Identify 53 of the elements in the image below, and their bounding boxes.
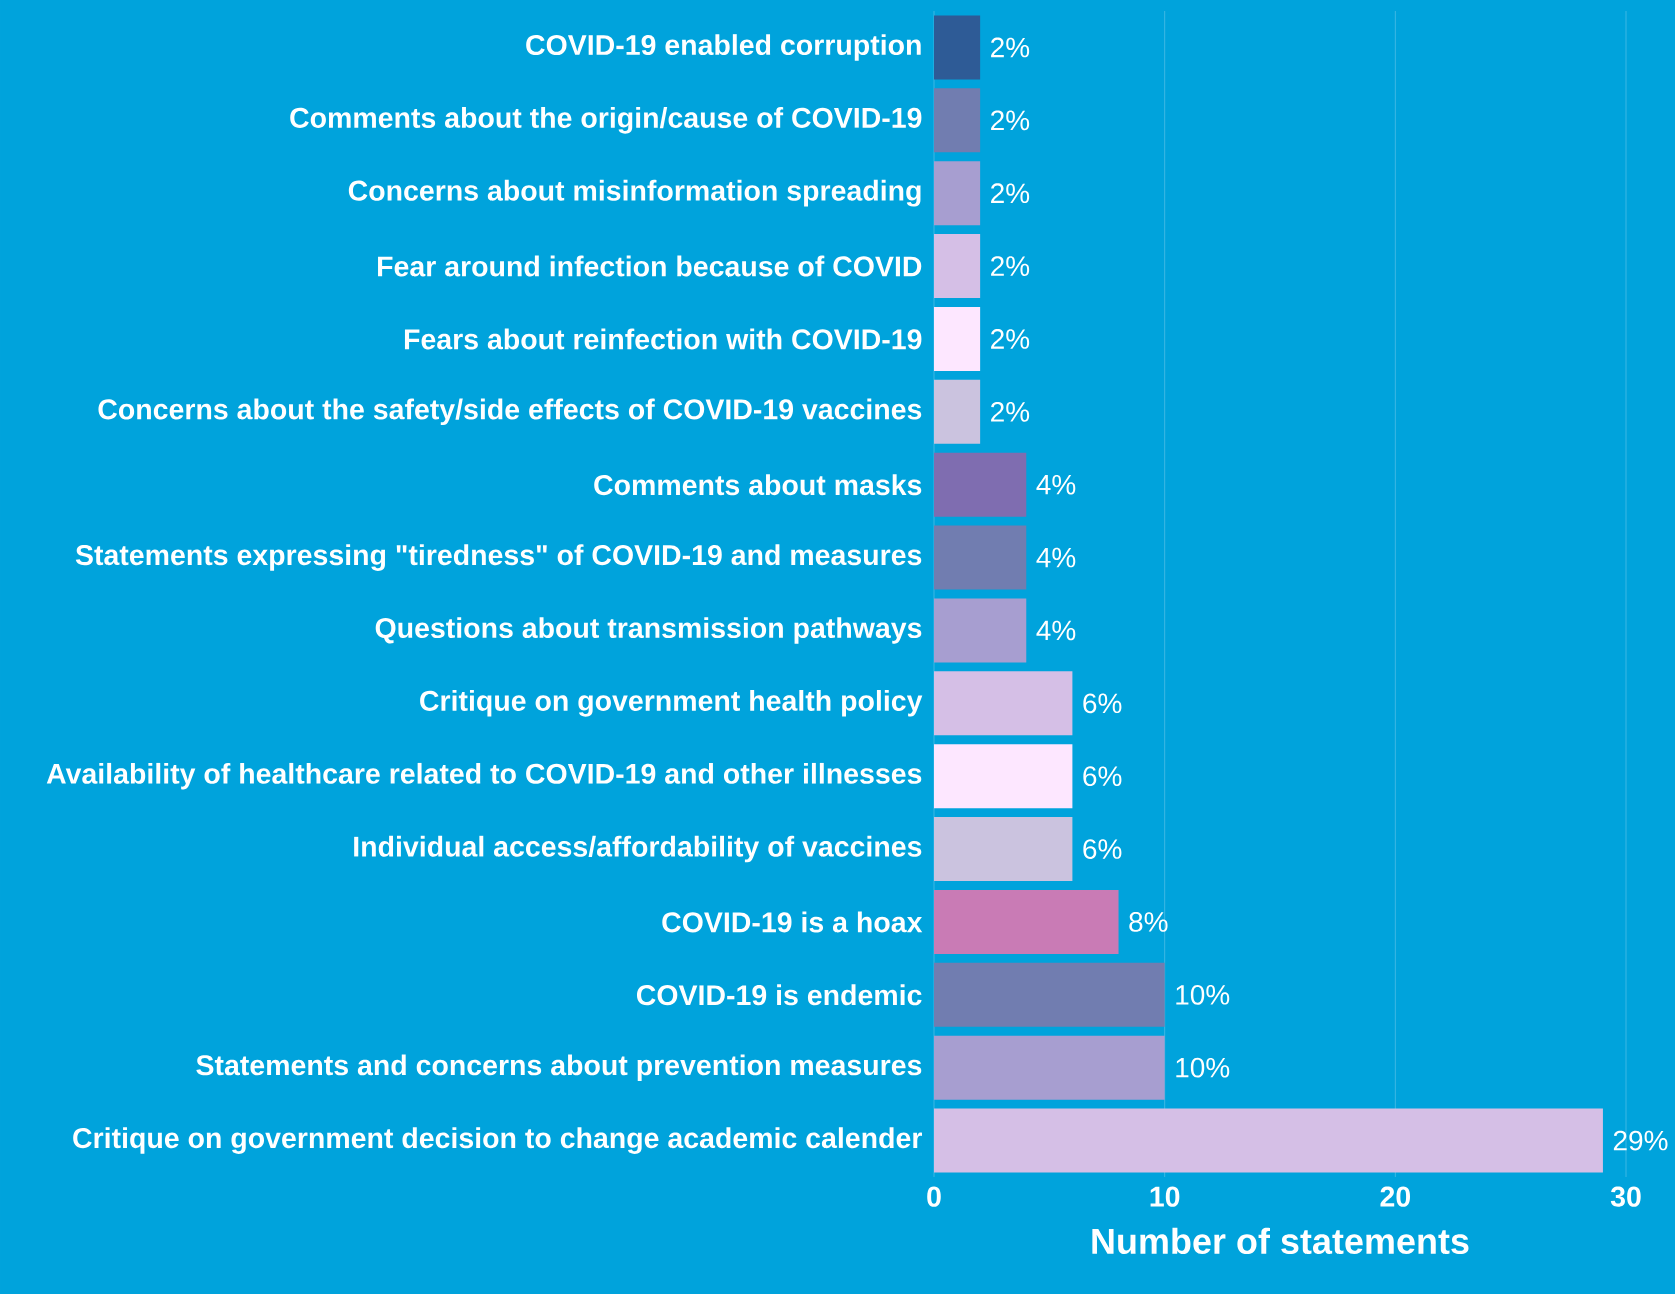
data-label: 2% xyxy=(991,329,1030,349)
y-tick-label: Comments about the origin/cause of COVID-19 xyxy=(290,106,922,134)
bar xyxy=(934,1035,1165,1100)
data-label: 2% xyxy=(991,256,1030,276)
bar xyxy=(934,744,1073,809)
bar xyxy=(934,889,1119,954)
data-label: 8% xyxy=(1129,912,1168,932)
data-label: 2% xyxy=(991,37,1030,58)
data-label: 10% xyxy=(1176,984,1230,1005)
y-tick-label: Concerns about misinformation spreading xyxy=(348,179,921,207)
x-axis-title: Number of statements xyxy=(1092,1227,1469,1255)
y-tick-label: COVID-19 is endemic xyxy=(636,984,922,1006)
bar xyxy=(934,817,1073,882)
y-tick-label: Comments about masks xyxy=(594,474,922,496)
y-tick-label: Critique on government health policy xyxy=(420,689,923,717)
bar xyxy=(934,15,981,80)
bar xyxy=(934,525,1027,590)
bar xyxy=(934,671,1073,736)
data-label: 6% xyxy=(1083,766,1122,787)
data-label: 10% xyxy=(1176,1057,1230,1078)
y-tick-label: COVID-19 enabled corruption xyxy=(526,34,921,61)
bar xyxy=(934,1108,1603,1173)
data-label: 29% xyxy=(1613,1130,1668,1151)
bar xyxy=(934,234,981,299)
y-tick-label: Fears about reinfection with COVID-19 xyxy=(404,328,922,350)
x-tick-label: 30 xyxy=(1610,1186,1641,1207)
y-tick-label: Concerns about the safety/side effects of COVID-19 vaccines xyxy=(98,398,922,426)
y-tick-label: Critique on government decision to change academic calender xyxy=(73,1127,923,1154)
y-tick-label: Statements and concerns about prevention measures xyxy=(196,1054,922,1081)
data-label: 6% xyxy=(1083,839,1122,859)
bar xyxy=(934,161,981,226)
y-tick-label: Availability of healthcare related to COVID-19 and other illnesses xyxy=(46,762,922,790)
data-label: 2% xyxy=(991,110,1030,131)
x-tick-label: 0 xyxy=(927,1186,941,1207)
y-tick-label: Questions about transmission pathways xyxy=(375,617,922,644)
data-label: 2% xyxy=(991,183,1030,204)
data-label: 4% xyxy=(1036,474,1076,495)
y-tick-label: Fear around infection because of COVID xyxy=(378,255,922,277)
data-label: 4% xyxy=(1036,547,1076,568)
data-label: 4% xyxy=(1036,620,1076,641)
bar xyxy=(934,962,1165,1027)
x-tick-label: 20 xyxy=(1380,1186,1411,1207)
data-label: 6% xyxy=(1083,693,1122,714)
bar xyxy=(934,88,981,153)
y-tick-label: Statements expressing "tiredness" of COVID-19 and measures xyxy=(75,544,922,571)
x-tick-label: 10 xyxy=(1150,1186,1180,1207)
bar xyxy=(934,379,981,444)
data-label: 2% xyxy=(991,401,1030,422)
bar xyxy=(934,598,1027,663)
y-tick-label: Individual access/affordability of vaccines xyxy=(354,835,922,863)
y-tick-label: COVID-19 is a hoax xyxy=(662,911,923,933)
bar xyxy=(934,452,1027,517)
bar xyxy=(934,306,981,371)
